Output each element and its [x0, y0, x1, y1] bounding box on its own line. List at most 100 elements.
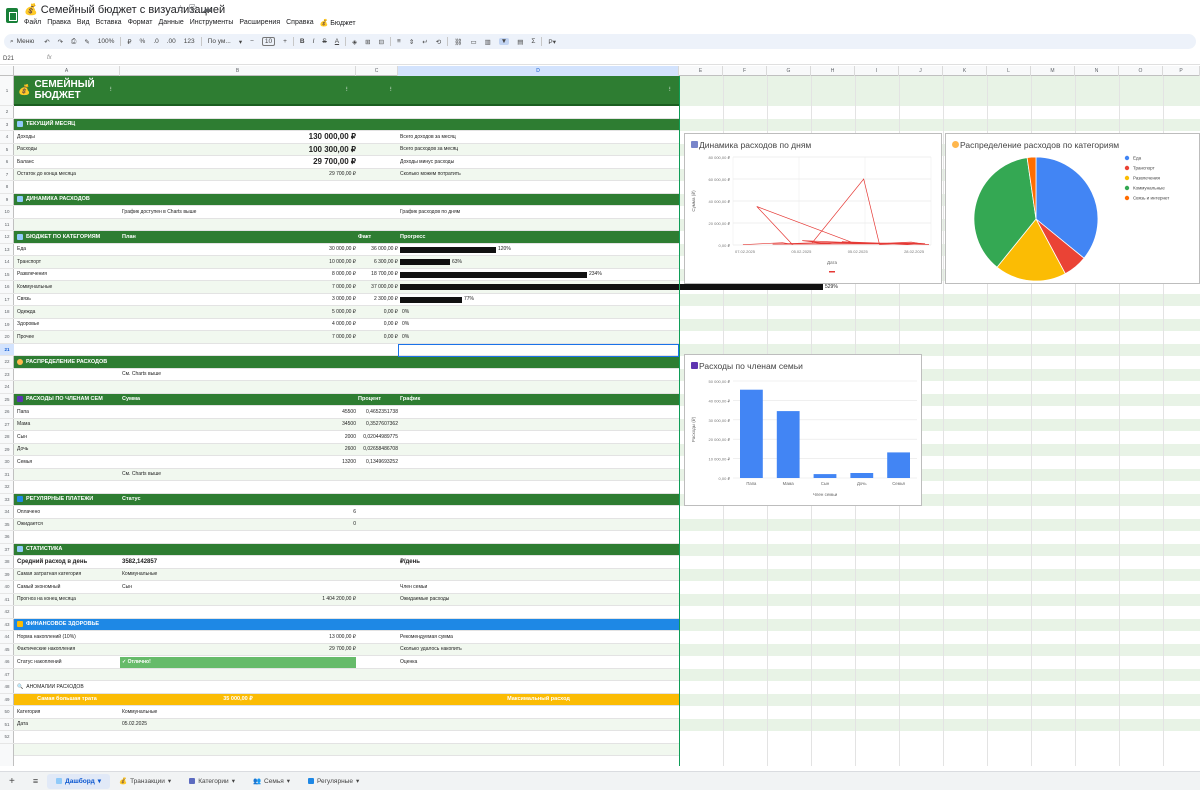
value-forecast[interactable]: 1 404 200,00 ₽	[322, 596, 356, 603]
name-box[interactable]: D21	[3, 56, 15, 62]
column-header-j[interactable]: J	[899, 66, 943, 76]
menu-data[interactable]: Данные	[158, 19, 184, 26]
column-header-b[interactable]: B	[120, 66, 356, 76]
status-badge[interactable]: ✓ Отлично!	[120, 656, 356, 668]
budget-category[interactable]: Связь	[17, 296, 31, 303]
member-sum[interactable]: 13200	[342, 458, 356, 465]
budget-category[interactable]: Прочее	[17, 333, 35, 340]
currency-format-button[interactable]: ₽	[127, 38, 132, 46]
menu-format[interactable]: Формат	[127, 19, 153, 26]
label-expenses[interactable]: Расходы	[17, 146, 38, 153]
member-name[interactable]: Дочь	[17, 446, 29, 453]
note-status[interactable]: Оценка	[400, 658, 418, 665]
chart-icon[interactable]: ▥	[484, 38, 491, 46]
increase-font-button[interactable]: +	[283, 38, 287, 45]
budget-percent[interactable]: 0%	[402, 308, 410, 315]
tab-categories[interactable]: Категории ▾	[180, 774, 244, 789]
cloud-icon[interactable]: ☁	[202, 4, 212, 15]
row-header-44[interactable]: 44	[0, 631, 14, 644]
label-paid[interactable]: Оплачено	[17, 508, 41, 515]
section-title[interactable]: СТАТИСТИКА	[17, 544, 62, 556]
column-header-h[interactable]: H	[811, 66, 855, 76]
member-sum[interactable]: 34500	[342, 421, 356, 428]
member-percent[interactable]: 0,3527607362	[366, 421, 398, 428]
row-header-36[interactable]: 36	[0, 531, 14, 544]
value-remaining[interactable]: 29 700,00 ₽	[329, 171, 356, 178]
menu-file[interactable]: Файл	[24, 19, 42, 26]
header-chart[interactable]: График	[400, 396, 421, 403]
label-forecast[interactable]: Прогноз на конец месяца	[17, 596, 76, 603]
document-title[interactable]: 💰 Семейный бюджет с визуализацией	[24, 4, 226, 16]
sheets-logo-icon[interactable]	[6, 8, 18, 23]
row-header-20[interactable]: 20	[0, 331, 14, 344]
label-savings[interactable]: Фактические накопления	[17, 646, 76, 653]
section-title[interactable]: ФИНАНСОВОЕ ЗДОРОВЬЕ	[17, 619, 99, 631]
row-header-1[interactable]: 1	[0, 76, 14, 106]
section-title[interactable]: ДИНАМИКА РАСХОДОВ	[17, 194, 90, 206]
value-balance[interactable]: 29 700,00 ₽	[313, 157, 356, 167]
row-header-15[interactable]: 15	[0, 269, 14, 281]
row-header-8[interactable]: 8	[0, 181, 14, 194]
align-left-icon[interactable]: ≡	[397, 38, 401, 45]
value-anomaly-category[interactable]: Коммунальные	[122, 708, 158, 715]
all-sheets-button[interactable]: ≡	[32, 776, 39, 786]
budget-plan[interactable]: 10 000,00 ₽	[329, 258, 356, 265]
italic-button[interactable]: I	[312, 38, 315, 45]
row-header-48[interactable]: 48	[0, 681, 14, 694]
budget-fact[interactable]: 2 300,00 ₽	[373, 296, 398, 303]
label-income[interactable]: Доходы	[17, 133, 35, 140]
label-largest[interactable]: Самая большая трата	[37, 696, 97, 703]
budget-fact[interactable]: 6 300,00 ₽	[373, 258, 398, 265]
value-economical[interactable]: Сын	[122, 583, 132, 590]
value-savings[interactable]: 29 700,00 ₽	[329, 646, 356, 653]
budget-fact[interactable]: 36 000,00 ₽	[371, 246, 398, 253]
row-header-2[interactable]: 2	[0, 106, 14, 119]
column-header-g[interactable]: G	[767, 66, 811, 76]
header-plan[interactable]: План	[122, 233, 136, 240]
tab-regular[interactable]: Регулярные ▾	[299, 774, 368, 789]
row-header-14[interactable]: 14	[0, 256, 14, 269]
row-header-12[interactable]: 12	[0, 231, 14, 244]
budget-fact[interactable]: 0,00 ₽	[383, 308, 398, 315]
note-balance[interactable]: Доходы минус расходы	[400, 158, 455, 165]
section-title[interactable]: ТЕКУЩИЙ МЕСЯЦ	[17, 119, 75, 131]
note-forecast[interactable]: Ожидаемые расходы	[400, 596, 450, 603]
section-title[interactable]: РАСПРЕДЕЛЕНИЕ РАСХОДОВ	[17, 356, 107, 368]
filter-icon[interactable]: ⫶	[110, 86, 112, 93]
row-header-43[interactable]: 43	[0, 619, 14, 631]
column-header-l[interactable]: L	[987, 66, 1031, 76]
member-percent[interactable]: 0,1349693252	[366, 458, 398, 465]
bold-button[interactable]: B	[299, 38, 305, 45]
tab-family[interactable]: 👥 Семья ▾	[252, 777, 290, 786]
note-norm[interactable]: Рекомендуемая сумма	[400, 633, 453, 640]
column-header-o[interactable]: O	[1119, 66, 1163, 76]
comment-icon[interactable]: ▭	[470, 38, 477, 46]
note-expenses[interactable]: Всего расходов за месяц	[400, 146, 459, 153]
decrease-decimal-button[interactable]: .0	[153, 38, 159, 45]
strikethrough-button[interactable]: S	[322, 38, 327, 45]
budget-plan[interactable]: 3 000,00 ₽	[331, 296, 356, 303]
value-pending[interactable]: 0	[353, 521, 356, 528]
rotate-icon[interactable]: ⟲	[435, 38, 442, 46]
member-percent[interactable]: 0,02658486708	[363, 446, 398, 453]
value-norm[interactable]: 13 000,00 ₽	[329, 633, 356, 640]
label-economical[interactable]: Самый экономный	[17, 583, 61, 590]
budget-plan[interactable]: 7 000,00 ₽	[331, 283, 356, 290]
value-anomaly-date[interactable]: 05.02.2025	[122, 721, 148, 728]
budget-category[interactable]: Коммунальные	[17, 283, 53, 290]
filter-icon[interactable]: ▼	[498, 38, 510, 45]
bar-chart-members[interactable]: Расходы по членам семьи 50 000,00 ₽ 40 00…	[684, 354, 922, 506]
row-header-21[interactable]: 21	[0, 343, 14, 356]
label-remaining[interactable]: Остаток до конца месяца	[17, 171, 76, 178]
member-sum[interactable]: 2000	[344, 433, 356, 440]
value-expenses[interactable]: 100 300,00 ₽	[308, 144, 356, 154]
unit-avg[interactable]: ₽/день	[400, 559, 420, 566]
budget-percent[interactable]: 77%	[464, 296, 475, 303]
row-header-47[interactable]: 47	[0, 669, 14, 681]
header-status[interactable]: Статус	[122, 496, 141, 503]
budget-plan[interactable]: 4 000,00 ₽	[331, 321, 356, 328]
row-header-16[interactable]: 16	[0, 281, 14, 294]
row-header-13[interactable]: 13	[0, 244, 14, 256]
filter-views-icon[interactable]: ▤	[517, 38, 524, 46]
column-header-i[interactable]: I	[855, 66, 899, 76]
